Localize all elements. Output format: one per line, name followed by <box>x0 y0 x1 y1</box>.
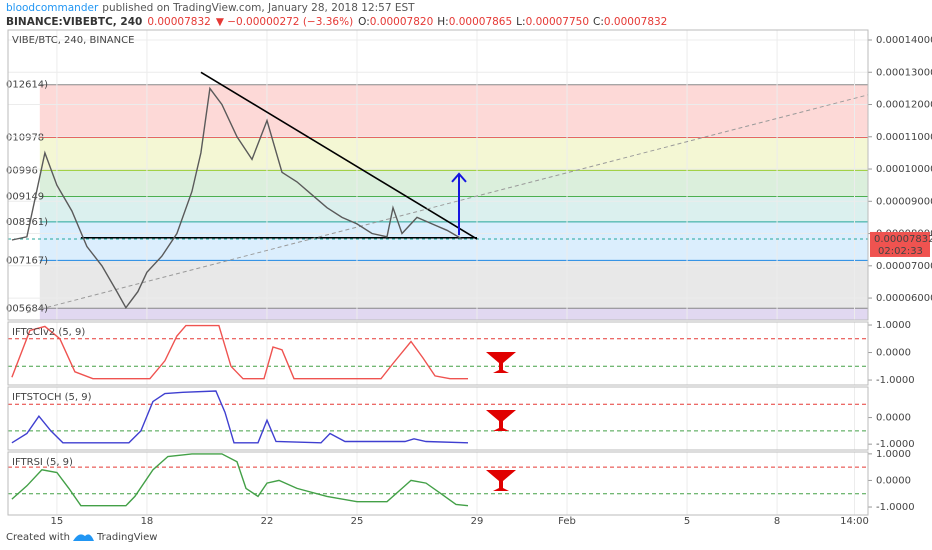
funnel-icons <box>486 352 516 491</box>
footer-created: Created with <box>6 532 70 543</box>
countdown-label: 02:02:33 <box>878 246 923 257</box>
x-tick-label: Feb <box>558 516 576 527</box>
footer-brand[interactable]: TradingView <box>96 532 157 543</box>
y-tick-label: -1.0000 <box>876 502 915 513</box>
y-tick-label: 0.00010000 <box>876 164 932 175</box>
low: 0.00007750 <box>526 16 589 28</box>
last-price-box <box>870 231 930 257</box>
fib-label: 010978 <box>6 132 44 143</box>
fib-label: 007167) <box>6 255 48 266</box>
y-tick-label: 1.0000 <box>876 320 911 331</box>
arrow-head <box>451 172 467 183</box>
y-tick-label: -1.0000 <box>876 375 915 386</box>
x-tick-label: 29 <box>471 516 484 527</box>
y-tick-label: 0.0000 <box>876 348 911 359</box>
high: 0.00007865 <box>449 16 512 28</box>
x-tick-label: 14:00 <box>840 516 869 527</box>
fib-band <box>39 196 869 222</box>
published: published on TradingView.com, January 28… <box>102 2 415 14</box>
fib-label: 012614) <box>6 80 48 91</box>
close-label: C: <box>593 16 604 28</box>
fib-band <box>39 170 869 197</box>
tradingview-logo <box>73 534 94 541</box>
close: 0.00007832 <box>604 16 667 28</box>
series-line <box>11 324 468 380</box>
fib-band <box>39 260 869 309</box>
open-label: O: <box>358 16 370 28</box>
pane-frame <box>7 29 869 321</box>
plot-area: 012614) 010978 00996 009149 008361) 007167) 00… <box>6 29 932 527</box>
series-line <box>11 390 469 444</box>
pane-frame <box>7 386 869 451</box>
series-line <box>11 453 469 507</box>
fib-label: 008361) <box>6 217 48 228</box>
y-tick-label: 0.0000 <box>876 475 911 486</box>
y-tick-label: 0.00014000 <box>876 35 932 46</box>
y-tick-label: 0.00011000 <box>876 132 932 143</box>
x-tick-label: 15 <box>51 516 64 527</box>
pane-title: IFTCCIv2 (5, 9) <box>12 327 85 338</box>
pane-title: VIBE/BTC, 240, BINANCE <box>12 35 134 46</box>
funnel-icon <box>486 470 516 491</box>
fib-label: 00996 <box>6 165 38 176</box>
logo-cloud <box>73 534 94 541</box>
symbol-line: BINANCE:VIBEBTC, 240 0.00007832 ▼ −0.00000… <box>6 16 667 28</box>
y-tick-label: 0.00012000 <box>876 100 932 111</box>
pane-frame <box>7 451 869 516</box>
low-label: L: <box>516 16 525 28</box>
fib-band <box>39 221 869 261</box>
funnel-icon <box>486 352 516 373</box>
high-label: H: <box>437 16 448 28</box>
x-tick-label: 22 <box>261 516 274 527</box>
x-tick-label: 25 <box>351 516 364 527</box>
pane-title: IFTSTOCH (5, 9) <box>12 392 92 403</box>
x-tick-label: 8 <box>774 516 780 527</box>
y-tick-label: -1.0000 <box>876 439 915 450</box>
open: 0.00007820 <box>370 16 433 28</box>
last-price-label: 0.00007832 <box>874 234 932 245</box>
change: ▼ −0.00000272 (−3.36%) <box>216 16 353 28</box>
funnel-icon <box>486 410 516 431</box>
trend-line <box>200 71 478 240</box>
series-line <box>11 86 463 309</box>
y-tick-label: 0.00009000 <box>876 196 932 207</box>
x-tick-label: 18 <box>141 516 154 527</box>
y-tick-label: 0.00007000 <box>876 261 932 272</box>
fib-label: 009149 <box>6 191 44 202</box>
trend-line <box>26 94 868 314</box>
y-tick-label: 0.00006000 <box>876 293 932 304</box>
fib-band <box>39 308 869 320</box>
last: 0.00007832 <box>147 16 210 28</box>
symbol: BINANCE:VIBEBTC, 240 <box>6 16 142 28</box>
fib-label: 005684) <box>6 303 48 314</box>
fib-band <box>39 84 869 138</box>
y-tick-label: 0.0000 <box>876 413 911 424</box>
author: bloodcommander <box>6 2 99 14</box>
y-tick-label: 0.00013000 <box>876 67 932 78</box>
pane-title: IFTRSI (5, 9) <box>12 457 73 468</box>
header-line: bloodcommander published on TradingView.c… <box>6 2 415 14</box>
x-tick-label: 5 <box>684 516 690 527</box>
fib-band <box>39 137 869 171</box>
pane-frame <box>7 321 869 386</box>
y-tick-label: 1.0000 <box>876 449 911 460</box>
